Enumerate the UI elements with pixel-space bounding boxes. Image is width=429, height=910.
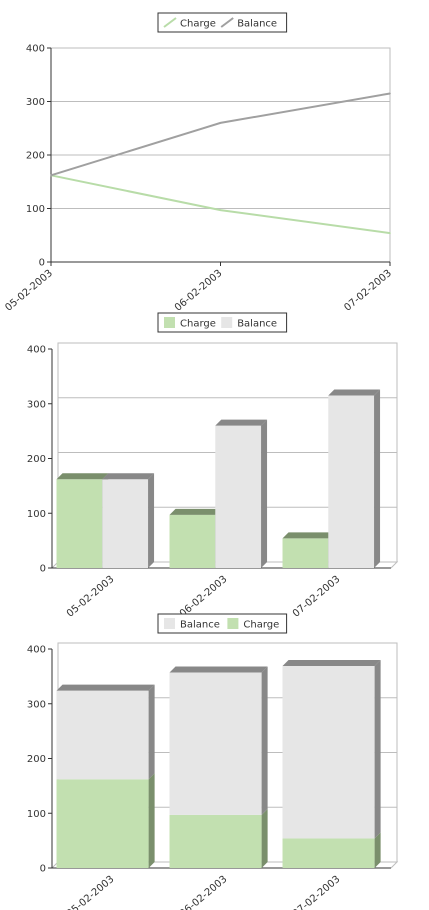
bar-balance	[282, 659, 381, 839]
bar-charge-front	[169, 514, 216, 568]
clustered-bar-chart: Charge Balance 0 100 200 300 400 05-02-2003 06-0…	[27, 312, 399, 620]
legend-box	[157, 613, 288, 634]
x-tick-label: 05-02-2003	[65, 574, 117, 620]
bar-balance-top	[169, 666, 268, 673]
legend-item-balance: Balance	[220, 17, 277, 30]
bar-charge-front	[282, 538, 329, 568]
bar-balance-side	[374, 389, 381, 568]
y-tick-label: 0	[40, 564, 46, 575]
legend-label: Balance	[180, 620, 220, 631]
y-tick-label: 400	[27, 345, 46, 356]
legend-item-charge: Charge	[164, 317, 216, 330]
bar-charge	[56, 473, 109, 568]
x-tick-label: 06-02-2003	[178, 874, 230, 910]
legend-label: Charge	[180, 19, 216, 30]
y-tick-label: 100	[26, 204, 45, 215]
x-tick-label: 06-02-2003	[173, 268, 225, 314]
bar-balance-front	[282, 665, 375, 839]
y-tick-label: 100	[27, 509, 46, 520]
x-tick-label: 07-02-2003	[342, 268, 394, 314]
bar-balance	[169, 666, 268, 815]
y-tick-label: 300	[26, 97, 45, 108]
y-tick-label: 400	[27, 645, 46, 656]
bar-charge	[169, 808, 268, 868]
bar-balance-front	[169, 672, 262, 815]
bar-balance-front	[328, 395, 375, 568]
data-point-balance	[50, 174, 52, 177]
legend-swatch	[164, 317, 175, 328]
legend-label: Balance	[237, 319, 277, 330]
x-tick-label: 05-02-2003	[3, 268, 55, 314]
bar-balance	[56, 684, 155, 780]
bar-balance-side	[261, 666, 268, 815]
legend-swatch	[227, 618, 239, 629]
legend-item-balance: Balance	[221, 317, 277, 330]
bar-balance-top	[102, 473, 155, 480]
bar-charge	[282, 532, 335, 568]
legend-label: Charge	[243, 620, 279, 631]
bar-balance	[328, 389, 381, 568]
y-tick-label: 200	[27, 754, 46, 765]
legend-swatch	[163, 17, 177, 28]
line-chart: Charge Balance 0 100 200 300 400 05-02-2003 06-0…	[3, 12, 394, 314]
bar-charge	[169, 508, 222, 568]
bar-balance-side	[148, 684, 155, 780]
y-tick-label: 0	[39, 258, 45, 269]
legend-swatch	[164, 618, 175, 629]
data-point-charge	[219, 209, 222, 211]
x-tick-label: 06-02-2003	[178, 574, 230, 620]
data-point-balance	[389, 92, 391, 95]
y-tick-label: 300	[27, 399, 46, 410]
legend-item-charge: Charge	[227, 618, 279, 631]
legend-item-balance: Balance	[164, 618, 220, 631]
legend-swatch	[221, 317, 233, 328]
bar-balance	[215, 419, 268, 568]
bar-charge-top	[282, 532, 335, 539]
bar-balance-top	[328, 389, 381, 396]
y-tick-label: 100	[27, 809, 46, 820]
bar-balance-top	[215, 419, 268, 426]
bar-charge-front	[56, 779, 149, 868]
bar-balance-front	[102, 479, 149, 568]
bar-charge-front	[169, 814, 262, 868]
y-tick-label: 200	[26, 151, 45, 162]
legend-box	[157, 12, 288, 33]
data-point-balance	[219, 122, 222, 124]
x-tick-label: 07-02-2003	[291, 574, 343, 620]
data-point-charge	[389, 232, 391, 234]
bar-balance-side	[261, 419, 268, 568]
y-tick-label: 200	[27, 454, 46, 465]
bar-charge-front	[56, 479, 103, 568]
bar-balance-side	[374, 659, 381, 839]
bar-charge-side	[374, 832, 381, 868]
y-tick-label: 0	[40, 864, 46, 875]
legend-item-charge: Charge	[163, 17, 216, 30]
y-tick-label: 400	[26, 44, 45, 55]
bar-charge-top	[169, 508, 222, 515]
bar-charge-front	[282, 838, 375, 868]
bar-balance-front	[215, 425, 262, 568]
bar-balance-top	[282, 659, 381, 666]
bar-balance-top	[56, 684, 155, 691]
legend-swatch	[220, 17, 234, 28]
y-tick-label: 300	[27, 699, 46, 710]
bar-charge-side	[148, 773, 155, 868]
bar-balance	[102, 473, 155, 568]
bar-charge	[56, 773, 155, 868]
bar-charge	[282, 832, 381, 868]
x-tick-label: 07-02-2003	[291, 874, 343, 910]
bar-charge-side	[261, 808, 268, 868]
bar-balance-side	[148, 473, 155, 568]
bar-charge-top	[56, 473, 109, 480]
bar-balance-front	[56, 690, 149, 780]
legend-label: Charge	[180, 319, 216, 330]
x-tick-label: 05-02-2003	[65, 874, 117, 910]
legend-label: Balance	[237, 19, 277, 30]
stacked-bar-chart: Balance Charge 0 100 200 300 400 05-02-2003 06-0…	[27, 613, 399, 910]
